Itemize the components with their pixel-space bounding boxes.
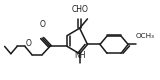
- Text: OCH₃: OCH₃: [136, 33, 155, 39]
- Text: O: O: [39, 20, 45, 29]
- Text: CHO: CHO: [71, 5, 88, 14]
- Text: O: O: [25, 39, 31, 48]
- Text: NH: NH: [74, 51, 85, 60]
